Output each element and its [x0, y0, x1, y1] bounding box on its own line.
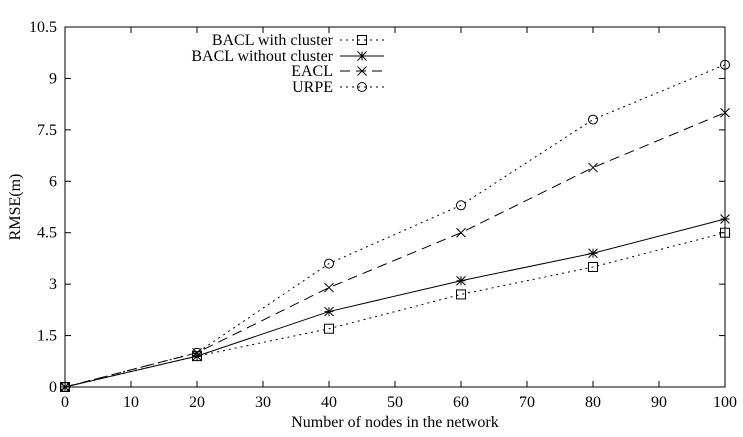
y-tick-label: 0 [49, 379, 57, 396]
series-line-0 [64, 232, 726, 388]
data-point-0 [456, 289, 466, 300]
data-point-3 [588, 114, 598, 125]
x-tick-label: 10 [123, 394, 139, 411]
x-tick-label: 0 [61, 394, 69, 411]
y-tick-label: 1.5 [37, 328, 57, 345]
x-axis-title: Number of nodes in the network [291, 414, 499, 431]
x-tick-label: 40 [321, 394, 337, 411]
legend-label: URPE [292, 79, 333, 96]
data-point-0 [588, 262, 598, 272]
legend-label: EACL [291, 63, 333, 80]
data-point-3 [456, 200, 466, 211]
series-line-3 [64, 64, 726, 388]
legend-label: BACL with cluster [212, 32, 334, 49]
data-point-2 [456, 227, 466, 238]
series-lines [64, 64, 726, 388]
data-point-2 [588, 162, 598, 173]
x-tick-label: 60 [453, 394, 469, 411]
series-markers [60, 59, 730, 392]
data-point-1 [324, 306, 334, 317]
x-tick-label: 50 [387, 394, 403, 411]
legend-label: BACL without cluster [191, 48, 333, 65]
x-tick-label: 20 [189, 394, 205, 411]
series-line-1 [64, 218, 726, 388]
series-line-2 [64, 112, 726, 388]
x-axis-ticks: 0 10 20 30 40 50 60 70 80 90 100 [61, 27, 737, 411]
x-tick-label: 70 [519, 394, 535, 411]
y-tick-label: 9 [49, 70, 57, 87]
data-point-3 [324, 258, 334, 269]
x-tick-label: 90 [651, 394, 667, 411]
data-point-1 [456, 275, 466, 286]
data-point-1 [192, 351, 202, 361]
data-point-2 [324, 282, 334, 293]
data-point-0 [324, 323, 334, 334]
y-axis-title: RMSE(m) [7, 174, 24, 241]
data-point-3 [192, 347, 202, 358]
legend-marker [357, 66, 367, 76]
y-tick-label: 10.5 [29, 19, 57, 36]
x-tick-label: 80 [585, 394, 601, 411]
y-tick-label: 6 [49, 173, 57, 190]
x-tick-label: 100 [713, 394, 737, 411]
y-tick-label: 7.5 [37, 122, 57, 139]
plot-area-frame [64, 26, 726, 388]
legend-marker [357, 35, 367, 45]
legend-marker [357, 82, 367, 92]
data-point-1 [588, 248, 598, 259]
y-axis-ticks: 0 1.5 3 4.5 6 7.5 9 10.5 [29, 19, 725, 396]
y-tick-label: 4.5 [37, 225, 57, 242]
legend-marker [357, 51, 367, 61]
x-tick-label: 30 [255, 394, 271, 411]
y-tick-label: 3 [49, 276, 57, 293]
